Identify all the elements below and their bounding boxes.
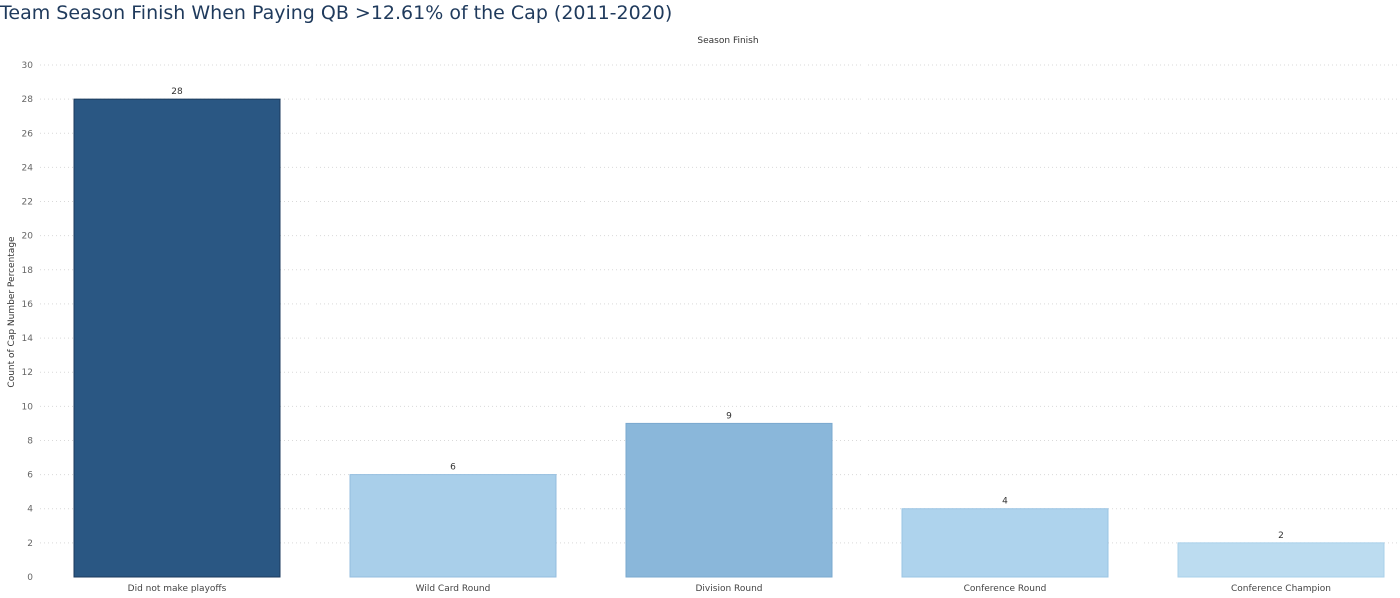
y-tick-label: 16 — [22, 300, 34, 310]
y-tick-label: 30 — [22, 61, 34, 71]
bar-value-label: 9 — [726, 411, 732, 421]
bar[interactable] — [73, 98, 281, 578]
y-axis-label: Count of Cap Number Percentage — [7, 236, 17, 388]
y-tick-label: 28 — [22, 95, 34, 105]
category-label: Did not make playoffs — [128, 584, 227, 594]
bar[interactable] — [1177, 542, 1385, 578]
chart-title: Team Season Finish When Paying QB >12.61… — [0, 2, 673, 24]
category-label: Conference Champion — [1231, 584, 1331, 594]
y-tick-label: 14 — [22, 334, 34, 344]
bar-value-label: 28 — [171, 87, 183, 97]
y-tick-label: 8 — [27, 436, 33, 446]
y-tick-label: 6 — [27, 471, 33, 481]
bar[interactable] — [901, 508, 1109, 578]
bar-value-label: 2 — [1278, 531, 1284, 541]
y-tick-label: 22 — [22, 198, 33, 208]
season-finish-header: Season Finish — [697, 36, 759, 46]
y-tick-label: 0 — [27, 573, 33, 583]
y-tick-label: 12 — [22, 368, 33, 378]
category-label: Conference Round — [964, 584, 1047, 594]
y-tick-label: 24 — [22, 163, 34, 173]
category-label: Wild Card Round — [416, 584, 491, 594]
bar[interactable] — [625, 422, 833, 578]
y-tick-label: 18 — [22, 266, 34, 276]
y-tick-label: 4 — [27, 505, 33, 515]
y-tick-label: 26 — [22, 129, 34, 139]
bar[interactable] — [349, 474, 557, 578]
y-tick-label: 20 — [22, 232, 34, 242]
x-axis: Did not make playoffs Wild Card Round Divi… — [128, 584, 1331, 594]
y-tick-label: 2 — [27, 539, 33, 549]
bars: 28 6 9 4 2 — [73, 87, 1385, 578]
y-tick-label: 10 — [22, 402, 34, 412]
category-label: Division Round — [696, 584, 763, 594]
bar-value-label: 6 — [450, 463, 456, 473]
bar-value-label: 4 — [1002, 497, 1008, 507]
